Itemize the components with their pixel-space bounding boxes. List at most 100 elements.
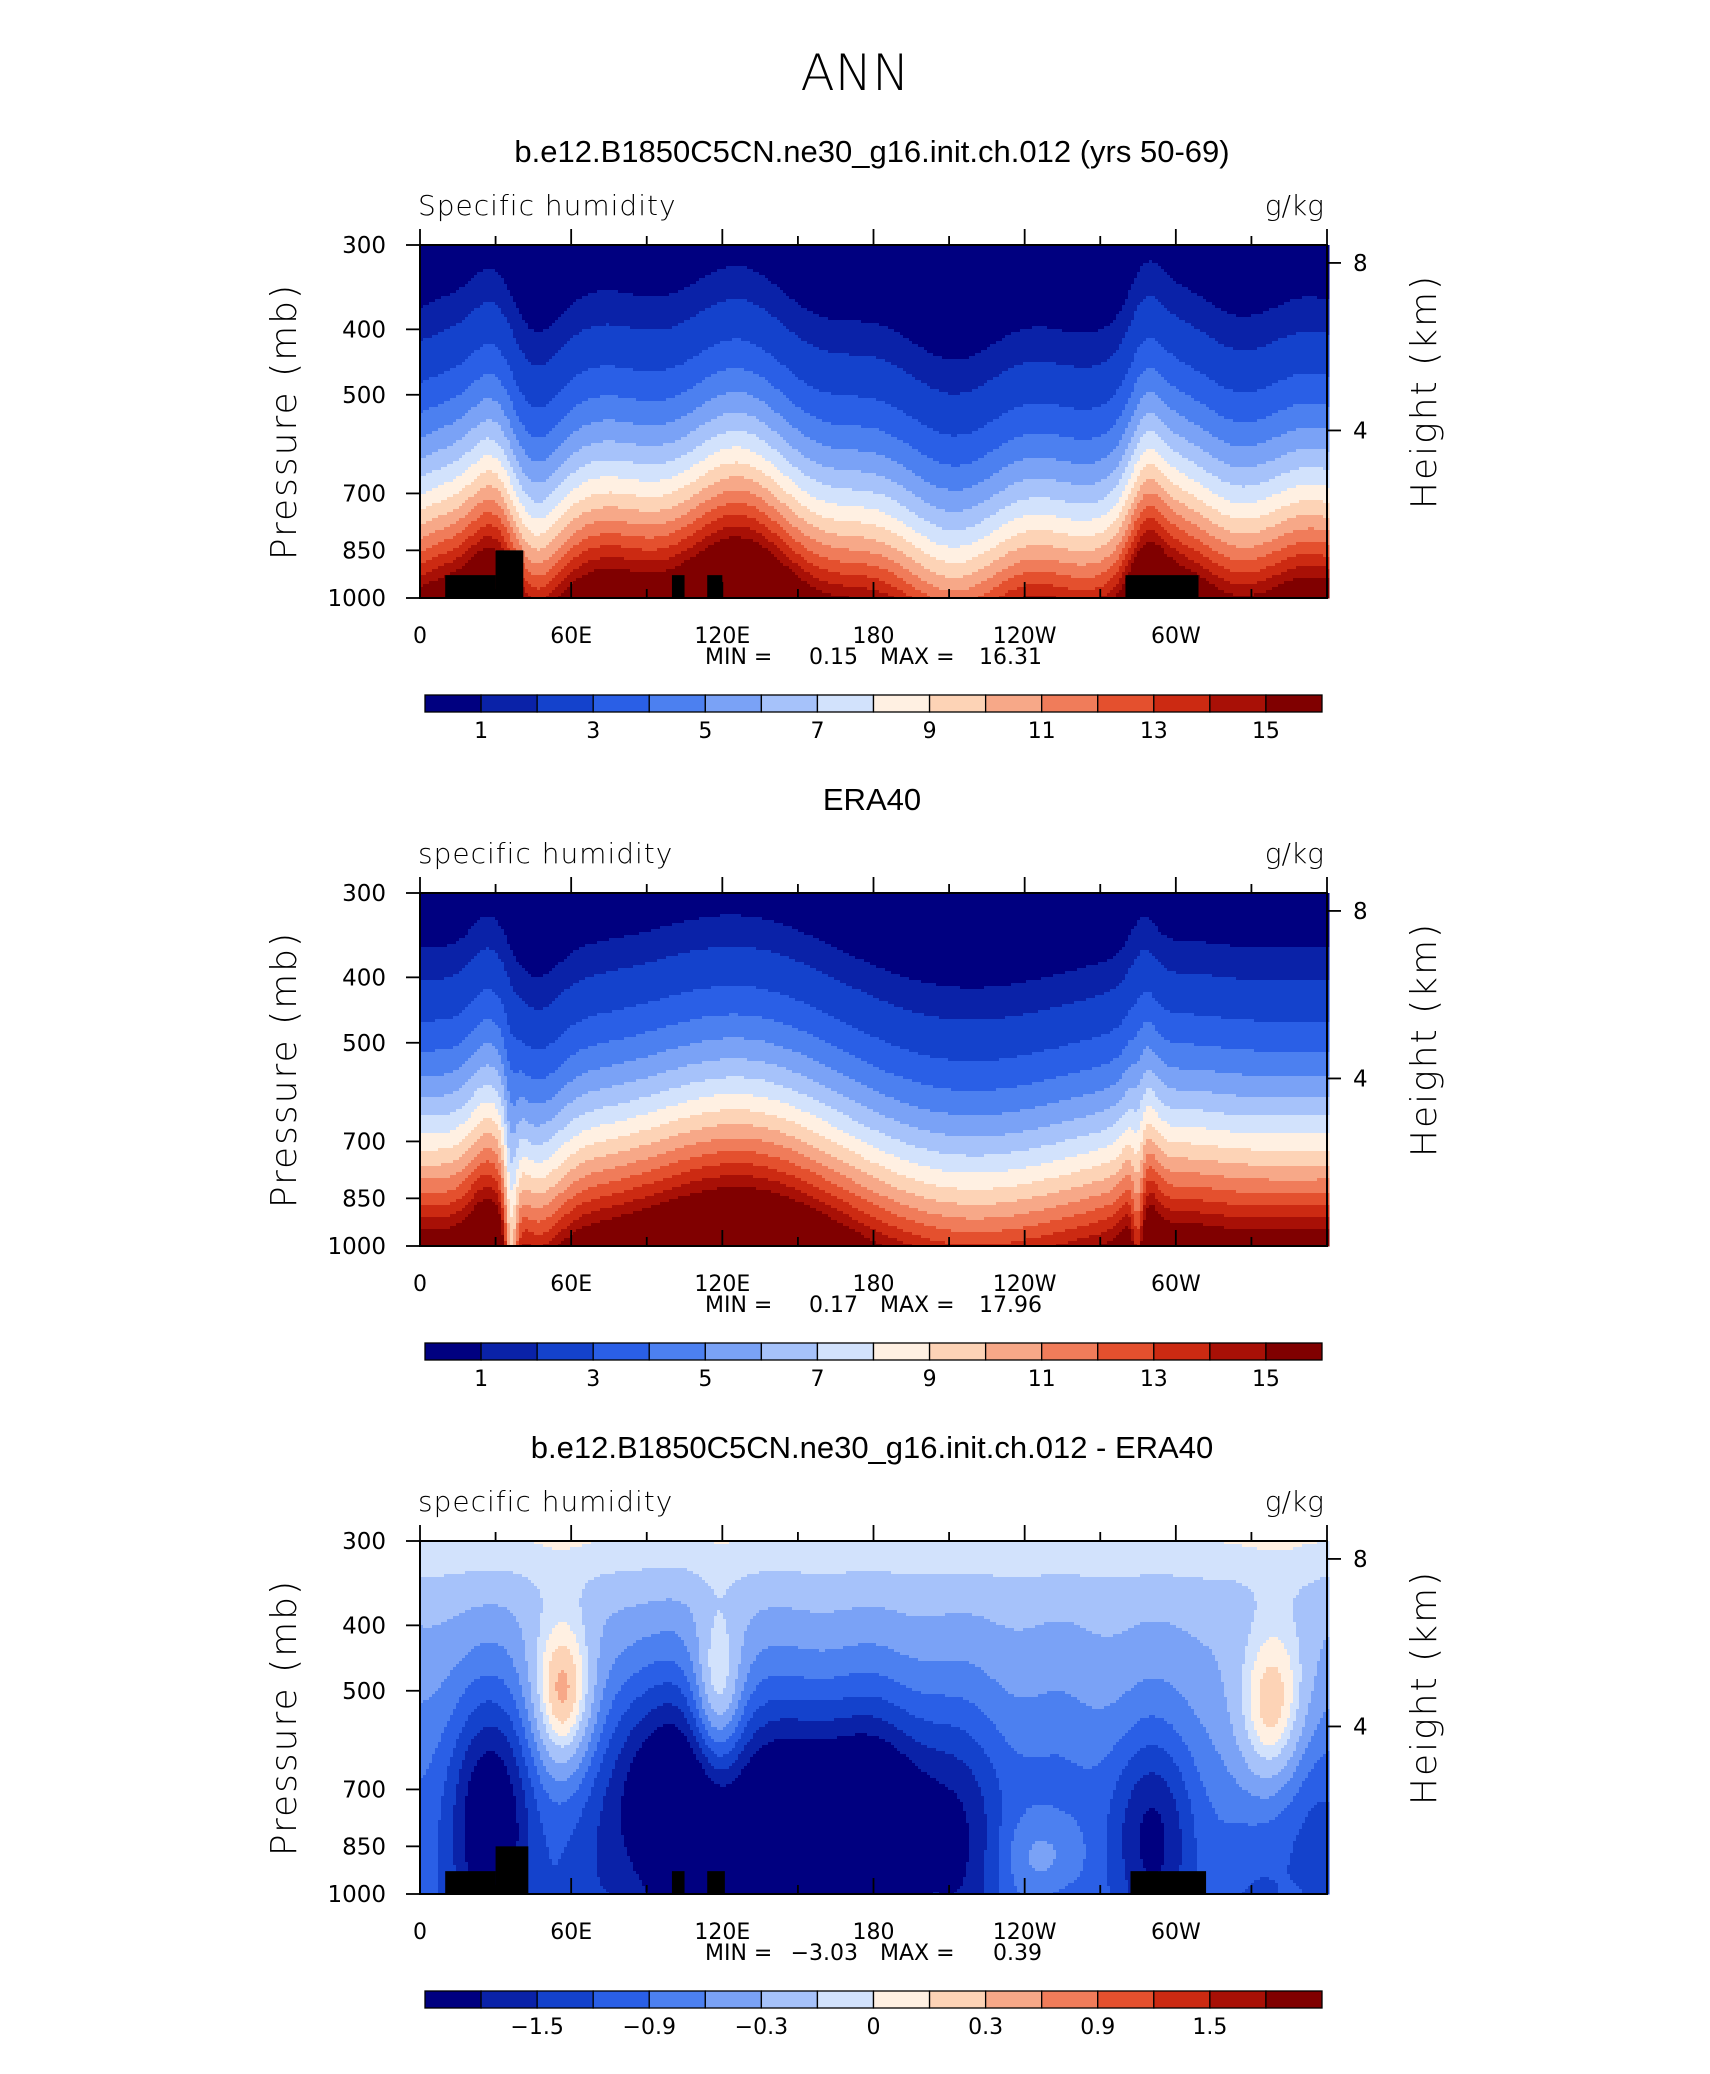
contour-cell <box>1158 485 1162 498</box>
contour-cell <box>1314 449 1318 468</box>
contour-cell <box>618 461 622 480</box>
contour-cell <box>1134 536 1138 549</box>
contour-cell <box>768 314 772 354</box>
contour-cell <box>843 536 847 549</box>
contour-cell <box>708 485 712 501</box>
contour-cell <box>726 413 730 432</box>
contour-cell <box>456 1211 460 1224</box>
contour-cell <box>552 590 556 599</box>
contour-cell <box>438 980 442 1020</box>
contour-cell <box>738 515 742 528</box>
contour-cell <box>933 389 937 432</box>
contour-cell <box>447 1190 451 1206</box>
contour-cell <box>1266 311 1270 345</box>
y-tick-label: 700 <box>342 481 386 507</box>
contour-cell <box>813 512 817 528</box>
contour-cell <box>1209 491 1213 507</box>
contour-cell <box>1131 473 1135 489</box>
contour-cell <box>1245 560 1249 573</box>
contour-cell <box>435 569 439 582</box>
contour-cell <box>975 542 979 558</box>
contour-cell <box>1020 587 1024 599</box>
contour-cell <box>780 455 784 474</box>
contour-cell <box>1314 530 1318 543</box>
contour-cell <box>759 440 763 456</box>
contour-cell <box>885 458 889 480</box>
contour-cell <box>984 383 988 426</box>
contour-cell <box>807 563 811 573</box>
contour-cell <box>825 557 829 570</box>
contour-cell <box>450 1175 454 1191</box>
contour-cell <box>567 551 571 564</box>
contour-cell <box>600 521 604 534</box>
contour-cell <box>879 554 883 570</box>
contour-cell <box>1218 440 1222 462</box>
contour-cell <box>672 461 676 477</box>
contour-cell <box>771 431 775 450</box>
contour-cell <box>921 479 925 501</box>
contour-cell <box>681 488 685 504</box>
contour-cell <box>453 1070 457 1092</box>
contour-cell <box>423 1076 427 1098</box>
contour-cell <box>558 572 562 585</box>
contour-cell <box>921 347 925 384</box>
contour-cell <box>1269 590 1273 599</box>
contour-cell <box>1281 473 1285 492</box>
contour-cell <box>1119 245 1123 312</box>
contour-cell <box>702 443 706 462</box>
contour-cell <box>798 554 802 567</box>
contour-cell <box>537 365 541 408</box>
contour-cell <box>870 524 874 540</box>
contour-cell <box>483 548 487 599</box>
contour-cell <box>483 536 487 549</box>
contour-cell <box>504 437 508 456</box>
contour-cell <box>570 521 574 537</box>
contour-cell <box>894 437 898 462</box>
contour-cell <box>531 518 535 534</box>
contour-cell <box>465 1166 469 1179</box>
contour-cell <box>711 497 715 510</box>
contour-cell <box>1062 533 1066 549</box>
contour-cell <box>900 368 904 411</box>
contour-cell <box>1221 578 1225 591</box>
contour-cell <box>747 449 751 465</box>
contour-cell <box>729 527 733 537</box>
contour-cell <box>1068 461 1072 483</box>
contour-cell <box>1248 518 1252 534</box>
contour-cell <box>1167 275 1171 312</box>
contour-cell <box>1002 413 1006 444</box>
contour-cell <box>1125 449 1129 468</box>
contour-cell <box>1194 497 1198 513</box>
contour-cell <box>441 1049 445 1077</box>
contour-cell <box>438 1049 442 1077</box>
contour-cell <box>786 398 790 423</box>
contour-cell <box>1011 368 1015 411</box>
contour-cell <box>753 245 757 273</box>
contour-cell <box>561 500 565 516</box>
contour-cell <box>702 380 706 405</box>
contour-cell <box>657 572 661 599</box>
contour-cell <box>1152 296 1156 339</box>
contour-cell <box>597 521 601 537</box>
contour-cell <box>1221 497 1225 516</box>
contour-cell <box>639 536 643 549</box>
contour-cell <box>486 536 490 549</box>
contour-cell <box>1320 566 1324 579</box>
contour-cell <box>420 947 424 981</box>
contour-cell <box>1071 437 1075 465</box>
contour-cell <box>423 1217 427 1230</box>
contour-cell <box>669 443 673 462</box>
max-label: MAX = <box>880 645 955 670</box>
contour-cell <box>945 512 949 531</box>
contour-cell <box>861 524 865 537</box>
contour-cell <box>495 422 499 444</box>
contour-cell <box>1245 422 1249 447</box>
contour-cell <box>1275 539 1279 552</box>
contour-cell <box>1095 533 1099 549</box>
contour-cell <box>825 518 829 534</box>
contour-cell <box>777 560 781 599</box>
colorbar-swatch <box>872 694 931 713</box>
contour-cell <box>1239 317 1243 351</box>
contour-cell <box>585 512 589 525</box>
contour-cell <box>1065 518 1069 534</box>
